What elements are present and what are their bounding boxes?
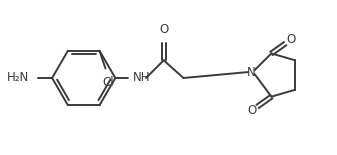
Text: O: O bbox=[159, 23, 168, 36]
Text: N: N bbox=[247, 66, 256, 79]
Text: H₂N: H₂N bbox=[7, 71, 29, 84]
Text: NH: NH bbox=[133, 71, 151, 84]
Text: O: O bbox=[286, 33, 296, 46]
Text: O: O bbox=[247, 104, 256, 117]
Text: Cl: Cl bbox=[102, 76, 114, 89]
